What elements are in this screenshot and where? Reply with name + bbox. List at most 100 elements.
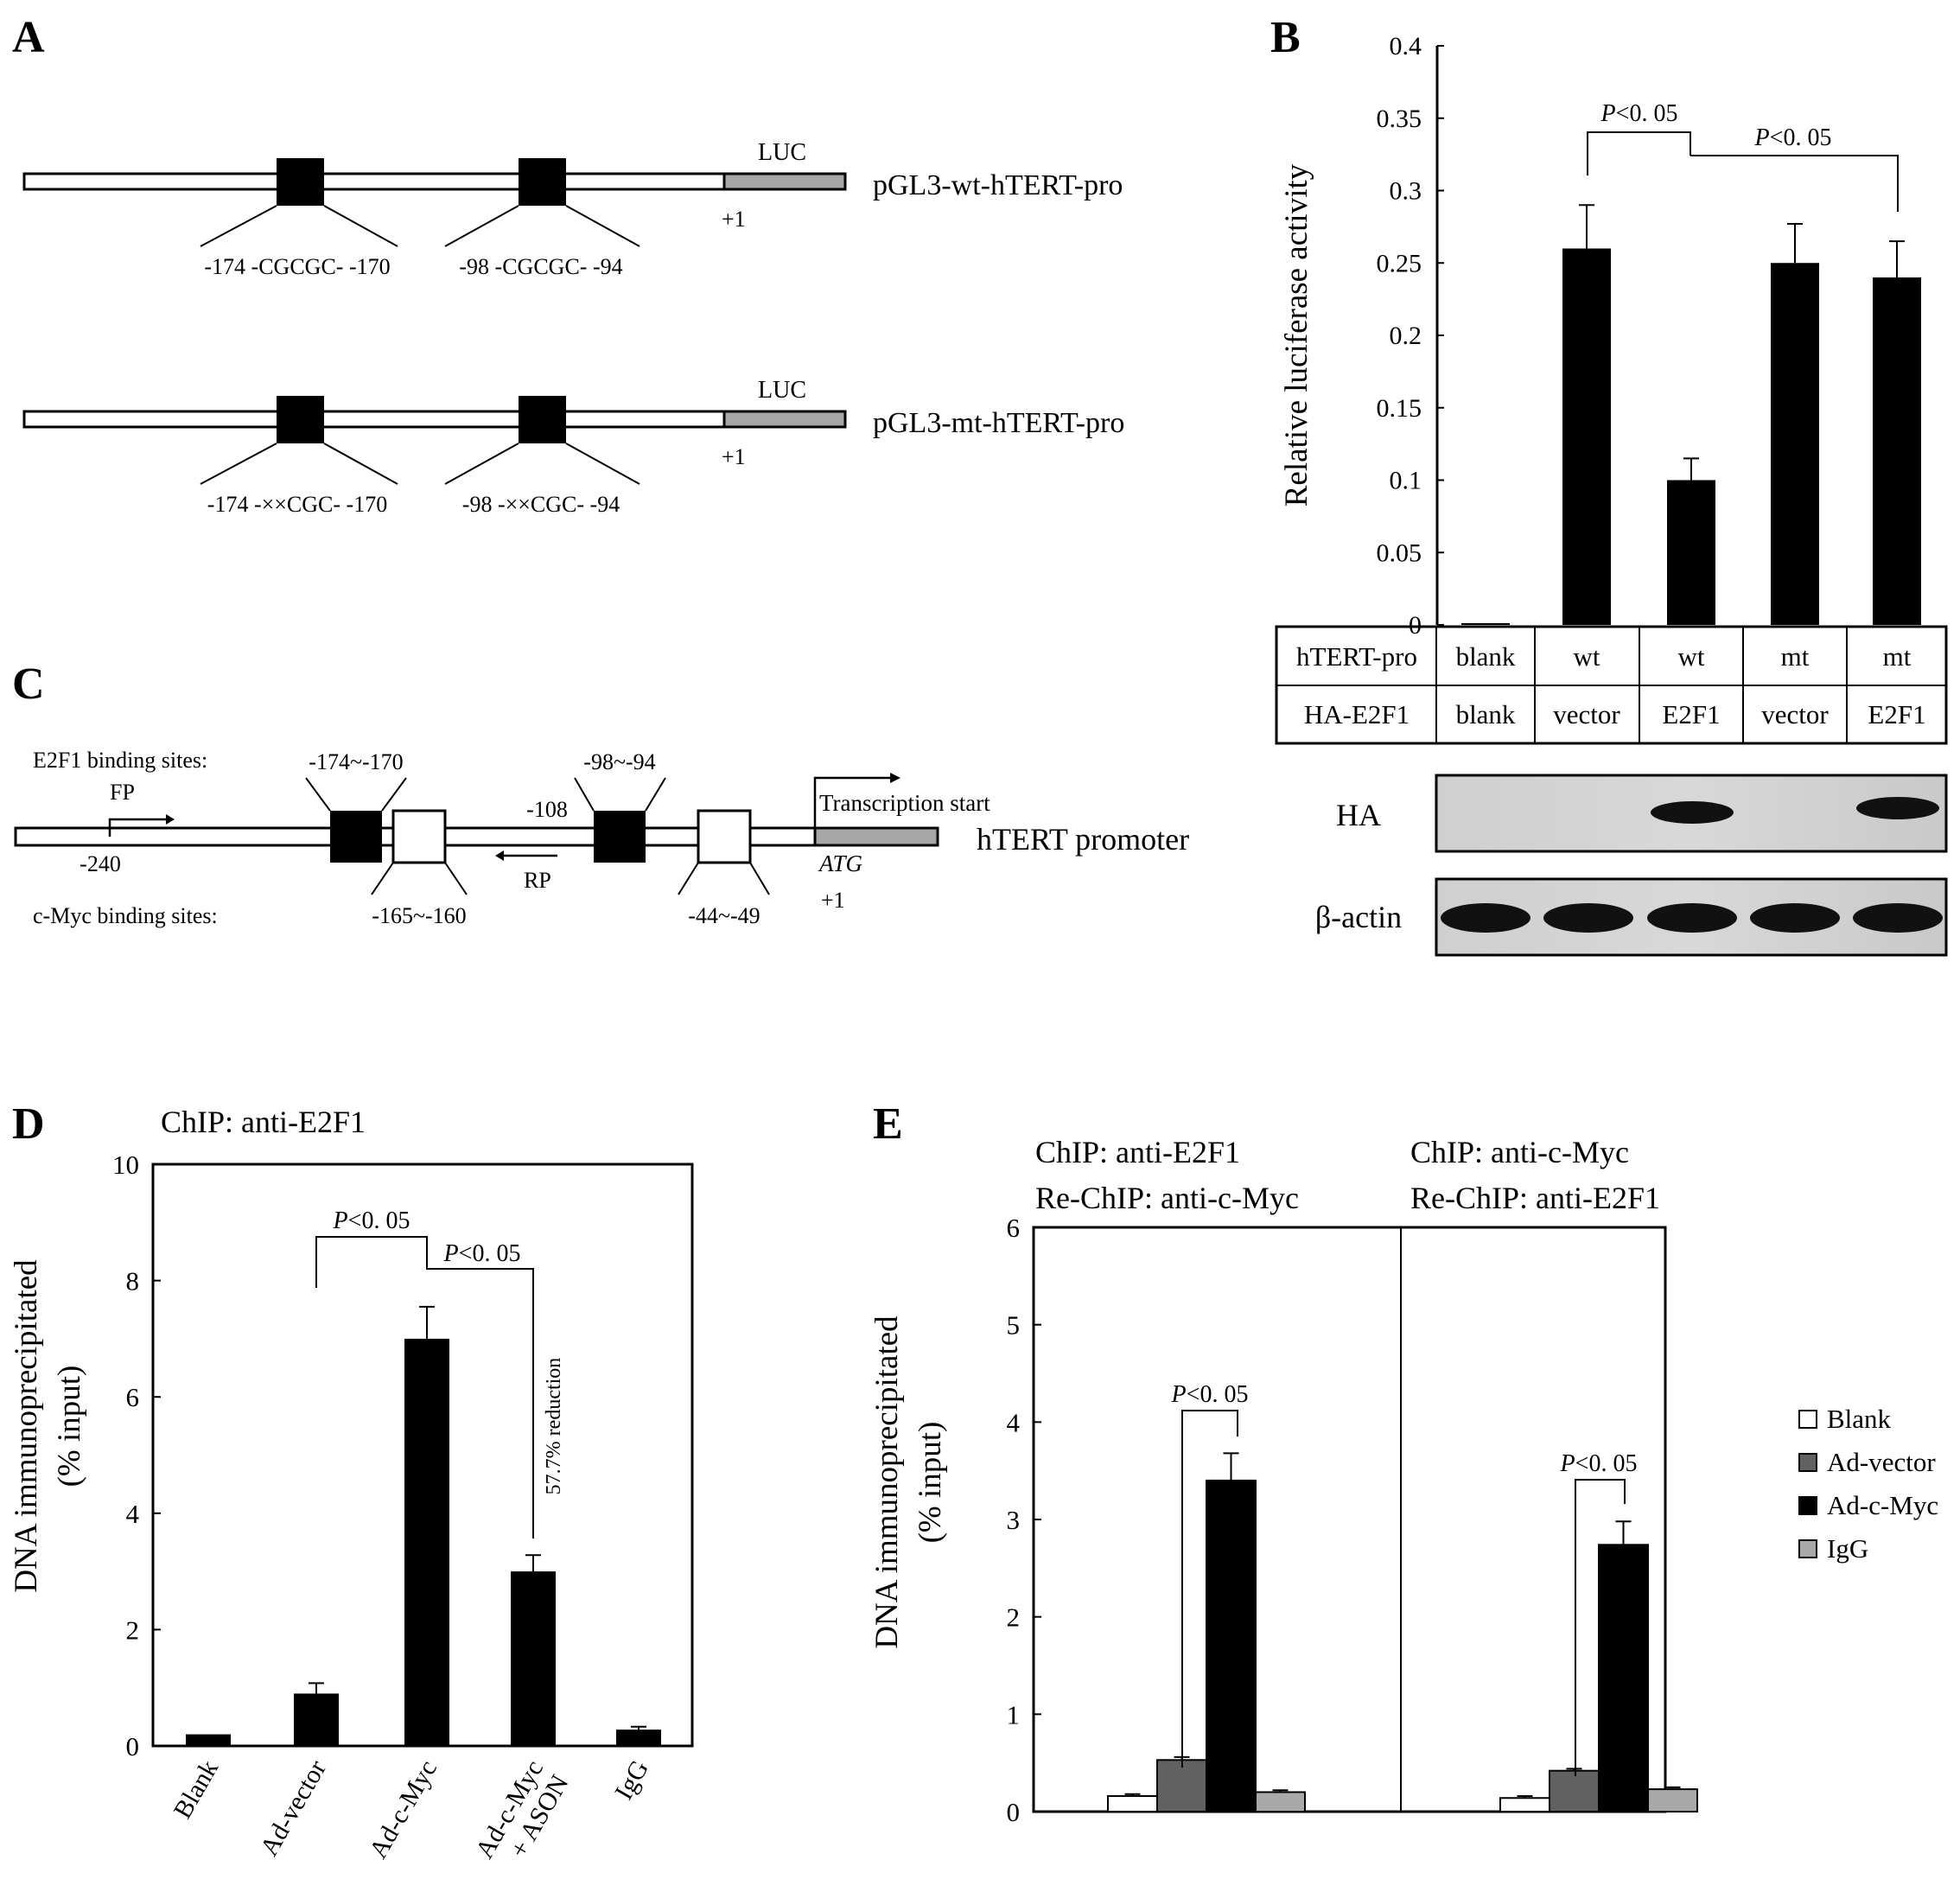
table-cell: mt [1781,641,1810,672]
bar [404,1339,449,1746]
x-tick-label: Ad-vector [255,1755,332,1861]
x-tick-label-line: Ad-vector [255,1755,332,1861]
table-cell: blank [1456,641,1516,672]
y-tick-label: 0.3 [1390,177,1422,206]
legend-label: Ad-c-Myc [1827,1490,1938,1520]
y-tick-label: 0 [1007,1797,1021,1827]
table-cell: wt [1574,641,1600,672]
promoter-bar [24,174,724,189]
table-cell: mt [1883,641,1912,672]
panel-a-letter: A [12,13,45,62]
blot-label: β-actin [1315,900,1402,934]
bar [1206,1481,1256,1812]
construct-name: pGL3-mt-hTERT-pro [873,407,1124,439]
panel-e-header: Re-ChIP: anti-E2F1 [1410,1181,1660,1215]
y-tick-label: 4 [126,1499,140,1529]
actin-band [1543,903,1633,933]
panel-b-letter: B [1270,13,1301,62]
bar [294,1693,339,1746]
western-blot: HA β-actin [1315,775,1946,955]
bar [1256,1792,1305,1812]
y-tick-label: 0.2 [1390,322,1422,350]
x-tick-label: IgG [609,1755,654,1805]
site-label: -174 -××CGC- -170 [207,492,387,517]
y-tick-label: 0.4 [1390,32,1422,61]
y-tick-label: 0.25 [1377,249,1422,277]
cmyc-sites-label: c-Myc binding sites: [33,903,218,928]
e2f1-site-box [277,158,324,206]
site-position: -165~-160 [372,903,466,928]
x-tick-label: Ad-c-Myc [364,1755,442,1863]
y-axis-label: DNA immunoprecipitated [9,1259,44,1593]
actin-band [1750,903,1840,933]
panel-c: C E2F1 binding sites: c-Myc binding site… [12,659,1189,928]
y-tick-label: 8 [126,1266,140,1296]
condition-table: hTERT-pro HA-E2F1 blank wt wt mt mt blan… [1276,627,1946,743]
e2f1-site-box [277,396,324,443]
e2f1-site-box [519,158,566,206]
legend-label: IgG [1827,1533,1868,1564]
e2f1-sites-label: E2F1 binding sites: [33,748,207,773]
bar [1667,481,1715,626]
atg-label: ATG [818,850,862,876]
panel-b: B 00.050.10.150.20.250.30.350.4Relative … [1270,13,1946,955]
bar [1500,1798,1550,1812]
ha-band [1651,801,1734,824]
plot-frame [1034,1227,1665,1812]
e2f1-site-box [594,811,646,863]
y-tick-label: 3 [1007,1505,1021,1535]
legend-label: Ad-vector [1827,1447,1936,1477]
myc-site-box [393,811,445,863]
y-tick-label: 5 [1007,1310,1021,1341]
x-tick-label: Blank [169,1755,224,1824]
promoter-bar [24,411,724,427]
ha-band [1856,797,1939,819]
y-tick-label: 10 [112,1150,139,1180]
actin-band [1441,903,1530,933]
bar [1562,249,1611,626]
bar [511,1571,556,1746]
legend-swatch [1799,1540,1817,1558]
table-cell: E2F1 [1868,699,1925,729]
site-label: -98 -CGCGC- -94 [459,254,622,279]
construct-name: pGL3-wt-hTERT-pro [873,169,1123,201]
plus1-label: +1 [722,444,746,469]
y-axis-label: (% input) [913,1422,948,1544]
luc-label: LUC [758,139,806,166]
plus1-label: +1 [821,888,845,913]
actin-band [1853,903,1943,933]
panel-c-letter: C [12,659,45,709]
table-row-label: hTERT-pro [1296,641,1417,672]
rp-label: RP [524,868,551,893]
table-cell: wt [1678,641,1705,672]
bar [1771,263,1819,625]
legend-e: Blank Ad-vector Ad-c-Myc IgG [1799,1404,1938,1564]
legend-label: Blank [1827,1404,1892,1434]
promoter-label: hTERT promoter [977,822,1189,857]
bar [1550,1771,1599,1812]
panel-e-header: Re-ChIP: anti-c-Myc [1035,1181,1299,1215]
y-tick-label: 0.05 [1377,538,1422,567]
y-tick-label: 0.15 [1377,394,1422,423]
bar [1157,1760,1206,1812]
atg-bar [815,828,938,845]
fp-position: -240 [80,851,121,876]
mt-construct: LUC +1 -174 -××CGC- -170 -98 -××CGC- -94… [24,377,1124,517]
wt-construct: LUC +1 -174 -CGCGC- -170 -98 -CGCGC- -94… [24,139,1123,279]
luc-bar [724,174,845,189]
sig-label: P<0. 05 [1171,1381,1249,1408]
site-position: -174~-170 [309,749,403,774]
y-axis-label: Relative luciferase activity [1279,163,1314,506]
y-tick-label: 0 [126,1731,140,1761]
bar [186,1735,231,1746]
table-cell: vector [1553,699,1620,729]
table-cell: vector [1761,699,1829,729]
site-label: -174 -CGCGC- -170 [204,254,390,279]
bar [1648,1789,1697,1812]
y-tick-label: 1 [1007,1699,1021,1730]
table-cell: E2F1 [1662,699,1720,729]
y-tick-label: 2 [126,1615,140,1645]
panel-e-header: ChIP: anti-c-Myc [1410,1135,1629,1169]
bar [1108,1796,1157,1812]
